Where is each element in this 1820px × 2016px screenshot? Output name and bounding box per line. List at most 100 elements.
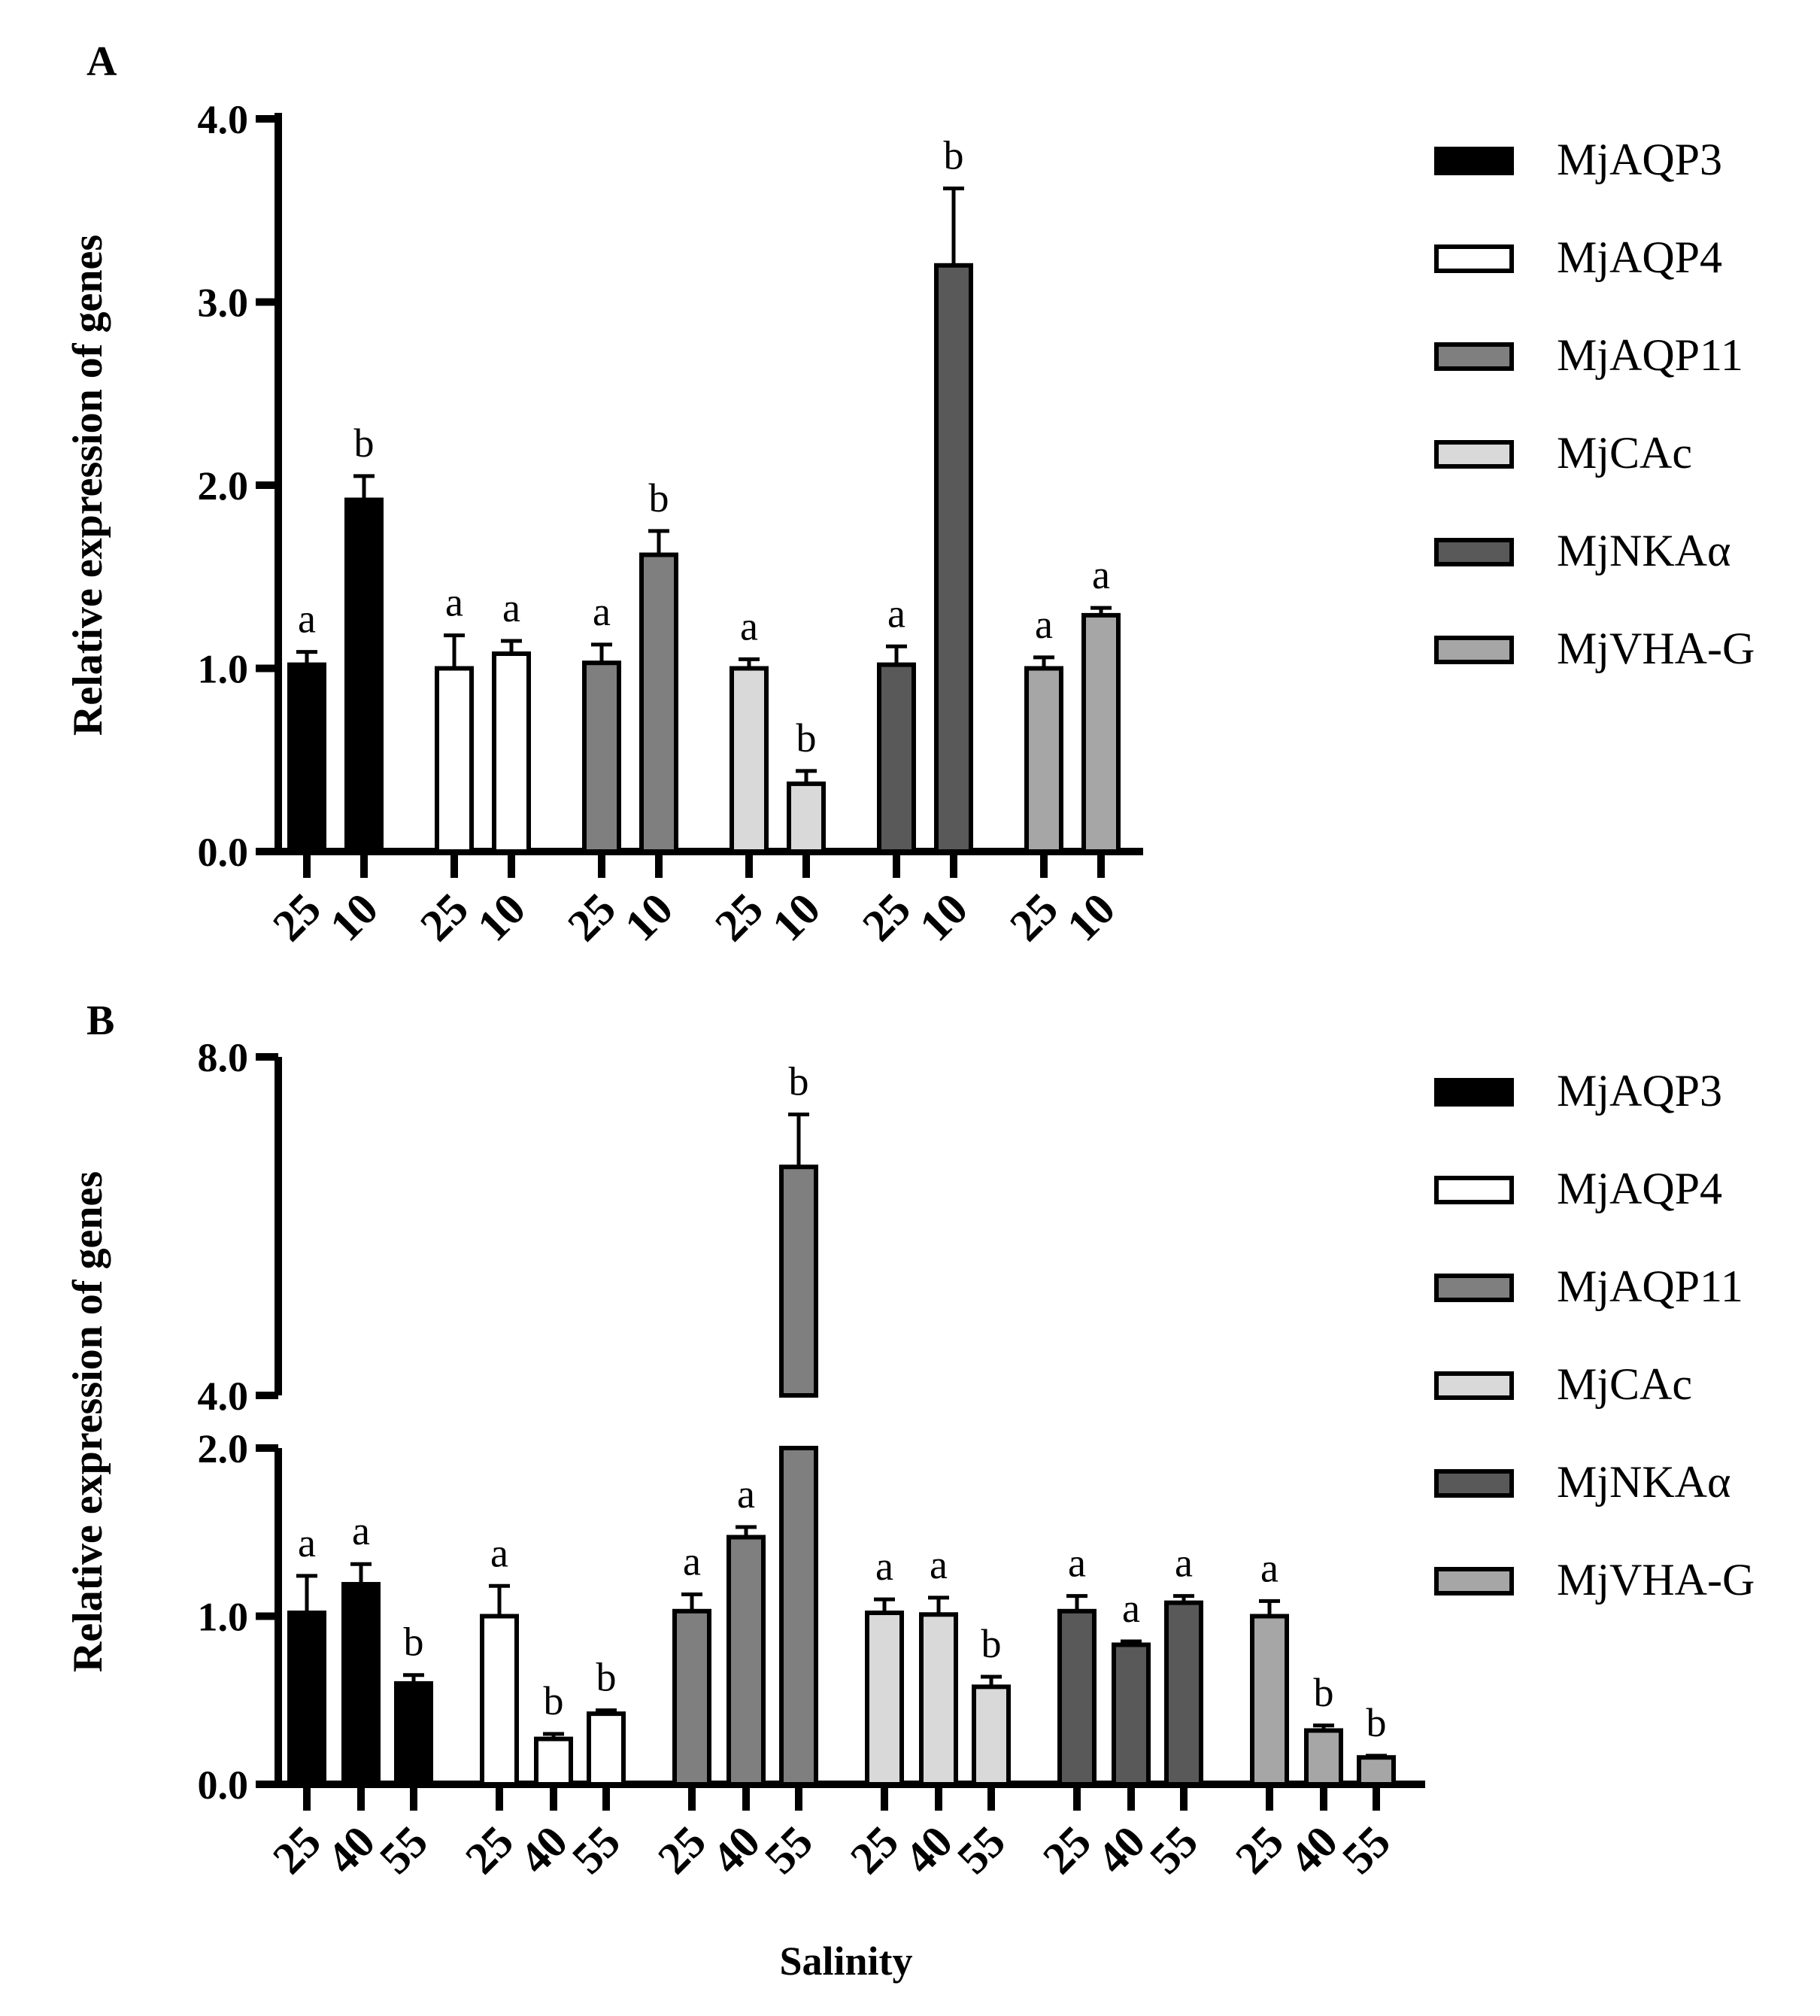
bar bbox=[435, 666, 474, 854]
x-tick-label-a: 10 bbox=[1057, 884, 1124, 951]
bar bbox=[1081, 612, 1121, 854]
legend-label: MjVHA-G bbox=[1557, 624, 1755, 673]
bar bbox=[639, 552, 678, 855]
legend-swatch bbox=[1434, 538, 1514, 566]
legend-label: MjCAc bbox=[1557, 428, 1692, 478]
y-axis-title-b: Relative expression of genes bbox=[65, 1171, 111, 1672]
x-tick-label-b: 55 bbox=[755, 1817, 822, 1884]
significance-letter: b bbox=[1314, 1670, 1334, 1715]
significance-letter: a bbox=[352, 1508, 370, 1553]
significance-letter: b bbox=[544, 1678, 564, 1723]
y-tick-label-a: 3.0 bbox=[198, 281, 249, 326]
bar bbox=[344, 497, 384, 854]
bar bbox=[1024, 666, 1063, 854]
legend-label: MjCAc bbox=[1557, 1359, 1692, 1409]
y-tick-label-b: 8.0 bbox=[198, 1035, 249, 1080]
legend-swatch bbox=[1434, 636, 1514, 664]
significance-letter: a bbox=[1260, 1545, 1279, 1590]
legend-label: MjAQP3 bbox=[1557, 135, 1722, 184]
significance-letter: a bbox=[740, 603, 758, 648]
significance-letter: a bbox=[1092, 552, 1110, 597]
significance-letter: a bbox=[502, 585, 520, 630]
bar bbox=[1164, 1600, 1203, 1787]
bar bbox=[865, 1611, 904, 1787]
significance-letter: a bbox=[737, 1471, 755, 1517]
bar bbox=[492, 651, 531, 855]
legend-swatch bbox=[1434, 1567, 1514, 1595]
x-tick-label-b: 55 bbox=[1333, 1817, 1400, 1884]
bar-lower-segment bbox=[779, 1446, 818, 1787]
bar bbox=[919, 1612, 958, 1787]
x-tick-label-a: 25 bbox=[1000, 884, 1067, 951]
x-tick-label-a: 10 bbox=[763, 884, 830, 951]
significance-letter: b bbox=[404, 1620, 424, 1665]
x-tick-label-a: 10 bbox=[615, 884, 682, 951]
significance-letter: a bbox=[1068, 1541, 1086, 1586]
legend-panel-b: MjAQP3 MjAQP4 MjAQP11 MjCAc MjNKAα MjVHA-G bbox=[1434, 1066, 1755, 1605]
significance-letter: a bbox=[593, 589, 611, 634]
legend-label: MjAQP4 bbox=[1557, 232, 1722, 282]
x-tick-label-b: 55 bbox=[370, 1817, 437, 1884]
bar bbox=[1112, 1642, 1151, 1787]
y-tick-label-b: 1.0 bbox=[198, 1595, 249, 1640]
significance-letter: b bbox=[649, 475, 669, 521]
bar bbox=[534, 1736, 573, 1787]
y-tick-label-a: 0.0 bbox=[198, 830, 249, 875]
significance-letter: b bbox=[944, 133, 964, 178]
bar bbox=[341, 1582, 381, 1787]
legend-label: MjNKAα bbox=[1557, 526, 1731, 575]
significance-letter: b bbox=[1367, 1700, 1387, 1745]
significance-letter: a bbox=[298, 1520, 316, 1565]
significance-letter: a bbox=[445, 580, 463, 625]
bar bbox=[934, 263, 973, 854]
significance-letter: b bbox=[354, 421, 375, 466]
legend-swatch bbox=[1434, 1176, 1514, 1204]
bar bbox=[582, 660, 621, 854]
panel-b: B Relative expression of genes 0.0 1.0 2.0 4.… bbox=[65, 997, 1425, 1884]
x-tick-label-b: 55 bbox=[948, 1817, 1015, 1884]
significance-letter: a bbox=[298, 597, 316, 642]
bar bbox=[877, 662, 916, 854]
x-tick-label-b: 55 bbox=[1140, 1817, 1207, 1884]
significance-letter: a bbox=[1035, 602, 1053, 647]
legend-label: MjAQP11 bbox=[1557, 1262, 1743, 1311]
legend-swatch bbox=[1434, 342, 1514, 371]
significance-letter: a bbox=[1175, 1541, 1193, 1586]
panel-a: A Relative expression of genes 0.0 1.0 2.0 3.… bbox=[65, 38, 1143, 951]
legend-label: MjAQP4 bbox=[1557, 1164, 1722, 1213]
y-tick-label-a: 2.0 bbox=[198, 463, 249, 509]
bar bbox=[779, 1164, 818, 1398]
x-tick-label-b: 55 bbox=[563, 1817, 629, 1884]
legend-label: MjNKAα bbox=[1557, 1457, 1731, 1507]
bar bbox=[787, 781, 826, 855]
x-tick-label-a: 25 bbox=[853, 884, 920, 951]
bar bbox=[1304, 1728, 1343, 1787]
legend-label: MjVHA-G bbox=[1557, 1555, 1755, 1605]
x-tick-label-a: 25 bbox=[705, 884, 772, 951]
bar bbox=[1250, 1614, 1289, 1787]
significance-letter: a bbox=[683, 1538, 701, 1583]
y-tick-label-a: 1.0 bbox=[198, 647, 249, 692]
panel-a-letter: A bbox=[86, 38, 117, 85]
y-tick-label-b: 2.0 bbox=[198, 1426, 249, 1471]
bar bbox=[972, 1684, 1011, 1787]
legend-swatch bbox=[1434, 1078, 1514, 1107]
x-tick-label-a: 10 bbox=[910, 884, 977, 951]
significance-letter: a bbox=[875, 1544, 893, 1589]
bar bbox=[480, 1614, 519, 1787]
bar bbox=[287, 662, 326, 854]
y-tick-label-b: 0.0 bbox=[198, 1762, 249, 1808]
y-tick-label-a: 4.0 bbox=[198, 97, 249, 142]
legend-panel-a: MjAQP3 MjAQP4 MjAQP11 MjCAc MjNKAα MjVHA-G bbox=[1434, 135, 1755, 673]
bar bbox=[1357, 1755, 1396, 1787]
legend-label: MjAQP3 bbox=[1557, 1066, 1722, 1116]
bar bbox=[1057, 1608, 1097, 1787]
bar bbox=[287, 1611, 326, 1787]
legend-swatch bbox=[1434, 244, 1514, 273]
legend-swatch bbox=[1434, 1469, 1514, 1498]
panel-b-letter: B bbox=[86, 997, 114, 1044]
significance-letter: a bbox=[887, 591, 905, 636]
significance-letter: a bbox=[1122, 1586, 1140, 1631]
bar bbox=[730, 666, 769, 854]
